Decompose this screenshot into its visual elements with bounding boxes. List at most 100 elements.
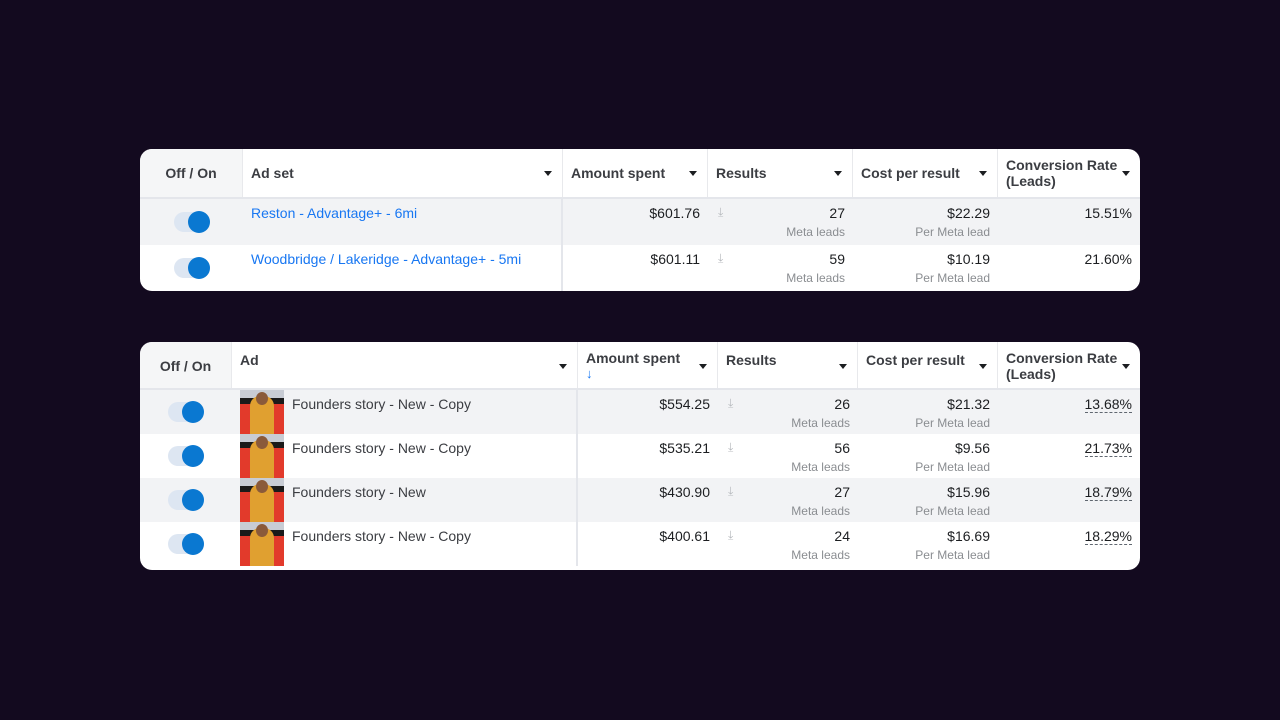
table-row: Founders story - New - Copy $554.25 ⤓ 26 Met…	[140, 390, 1140, 434]
cost-value: $10.19	[947, 251, 990, 267]
ad-thumbnail-image[interactable]	[240, 390, 284, 434]
column-header-cost[interactable]: Cost per result	[858, 342, 998, 388]
cost-value: $22.29	[947, 205, 990, 221]
toggle-cell	[140, 522, 232, 566]
cost-per-result-cell: $22.29 Per Meta lead	[853, 199, 998, 245]
ads-table: Off / On Ad Amount spent ↓ Results Cost per r…	[140, 342, 1140, 570]
ad-thumbnail-image[interactable]	[240, 522, 284, 566]
ad-thumbnail-image[interactable]	[240, 478, 284, 522]
column-dropdown-icon[interactable]	[699, 364, 707, 369]
cost-per-result-cell: $16.69 Per Meta lead	[858, 522, 998, 566]
table-body: Reston - Advantage+ - 6mi $601.76 ⤓ 27 Meta …	[140, 199, 1140, 291]
column-dropdown-icon[interactable]	[689, 171, 697, 176]
column-header-results[interactable]: Results	[708, 149, 853, 197]
column-dropdown-icon[interactable]	[839, 364, 847, 369]
thumbnail-head	[256, 392, 268, 405]
thumbnail-head	[256, 436, 268, 449]
adset-name-link[interactable]: Reston - Advantage+ - 6mi	[251, 205, 418, 221]
toggle-cell	[140, 434, 232, 478]
conversion-rate[interactable]: 21.73%	[1084, 440, 1132, 457]
column-dropdown-icon[interactable]	[979, 171, 987, 176]
toggle-knob	[187, 257, 210, 279]
column-header-conv[interactable]: Conversion Rate (Leads)	[998, 149, 1140, 197]
column-header-label: Off / On	[159, 358, 212, 374]
cost-per-result-cell: $9.56 Per Meta lead	[858, 434, 998, 478]
column-header-label: Ad	[240, 352, 259, 368]
ad-thumbnail-image[interactable]	[240, 434, 284, 478]
column-header-label: Cost per result	[866, 352, 965, 368]
results-cell: ⤓ 27 Meta leads	[718, 478, 858, 522]
column-dropdown-icon[interactable]	[1122, 364, 1130, 369]
results-value: 59	[829, 251, 845, 267]
results-cell: ⤓ 26 Meta leads	[718, 390, 858, 434]
conversion-rate-cell: 21.73%	[998, 434, 1140, 478]
conversion-rate[interactable]: 18.79%	[1084, 484, 1132, 501]
column-header-results[interactable]: Results	[718, 342, 858, 388]
ad-name[interactable]: Founders story - New - Copy	[292, 528, 471, 544]
table-header: Off / On Ad set Amount spent Results Cost pe…	[140, 149, 1140, 199]
column-dropdown-icon[interactable]	[559, 364, 567, 369]
table-body: Founders story - New - Copy $554.25 ⤓ 26 Met…	[140, 390, 1140, 566]
ad-name[interactable]: Founders story - New	[292, 484, 426, 500]
table-row: Reston - Advantage+ - 6mi $601.76 ⤓ 27 Meta …	[140, 199, 1140, 245]
table-row: Woodbridge / Lakeridge - Advantage+ - 5m…	[140, 245, 1140, 291]
results-label: Meta leads	[791, 416, 850, 430]
column-header-name[interactable]: Ad	[232, 342, 578, 388]
column-header-conv[interactable]: Conversion Rate (Leads)	[998, 342, 1140, 388]
column-header-label: Conversion Rate (Leads)	[1006, 157, 1118, 189]
cost-value: $16.69	[947, 528, 990, 544]
table-header: Off / On Ad Amount spent ↓ Results Cost per r…	[140, 342, 1140, 390]
table-row: Founders story - New $430.90 ⤓ 27 Meta leads…	[140, 478, 1140, 522]
adsets-table: Off / On Ad set Amount spent Results Cost pe…	[140, 149, 1140, 291]
amount-spent-cell: $430.90	[578, 478, 718, 522]
conversion-rate-cell: 15.51%	[998, 199, 1140, 245]
on-off-toggle[interactable]	[173, 211, 210, 233]
results-label: Meta leads	[791, 504, 850, 518]
on-off-toggle[interactable]	[168, 489, 204, 511]
results-label: Meta leads	[791, 548, 850, 562]
amount-spent: $400.61	[659, 528, 710, 544]
toggle-knob	[182, 445, 204, 467]
ad-name[interactable]: Founders story - New - Copy	[292, 396, 471, 412]
column-dropdown-icon[interactable]	[834, 171, 842, 176]
column-header-name[interactable]: Ad set	[243, 149, 563, 197]
amount-spent-cell: $400.61	[578, 522, 718, 566]
column-dropdown-icon[interactable]	[1122, 171, 1130, 176]
amount-spent: $430.90	[659, 484, 710, 500]
cost-value: $21.32	[947, 396, 990, 412]
download-icon: ⤓	[728, 396, 734, 410]
on-off-toggle[interactable]	[168, 401, 204, 423]
name-cell: Reston - Advantage+ - 6mi	[243, 199, 563, 245]
ad-name[interactable]: Founders story - New - Copy	[292, 440, 471, 456]
column-header-label: Amount spent	[586, 350, 681, 366]
results-value: 27	[829, 205, 845, 221]
on-off-toggle[interactable]	[168, 445, 204, 467]
table-row: Founders story - New - Copy $535.21 ⤓ 56 Met…	[140, 434, 1140, 478]
column-header-amount[interactable]: Amount spent ↓	[578, 342, 718, 388]
sort-descending-icon[interactable]: ↓	[586, 366, 593, 381]
results-cell: ⤓ 24 Meta leads	[718, 522, 858, 566]
column-header-label: Cost per result	[861, 165, 960, 181]
cost-label: Per Meta lead	[915, 460, 990, 474]
cost-value: $9.56	[954, 440, 990, 456]
results-value: 24	[834, 528, 850, 544]
on-off-toggle[interactable]	[173, 257, 210, 279]
conversion-rate[interactable]: 13.68%	[1084, 396, 1132, 413]
toggle-knob	[182, 401, 204, 423]
amount-spent-cell: $601.76	[563, 199, 708, 245]
download-icon: ⤓	[728, 484, 734, 498]
results-cell: ⤓ 56 Meta leads	[718, 434, 858, 478]
download-icon: ⤓	[728, 528, 734, 542]
results-label: Meta leads	[786, 271, 845, 285]
name-cell: Founders story - New - Copy	[232, 434, 578, 478]
on-off-toggle[interactable]	[168, 533, 204, 555]
adset-name-link[interactable]: Woodbridge / Lakeridge - Advantage+ - 5m…	[251, 251, 522, 267]
column-header-amount[interactable]: Amount spent	[563, 149, 708, 197]
conversion-rate[interactable]: 18.29%	[1084, 528, 1132, 545]
table-row: Founders story - New - Copy $400.61 ⤓ 24 Met…	[140, 522, 1140, 566]
column-header-cost[interactable]: Cost per result	[853, 149, 998, 197]
name-cell: Founders story - New - Copy	[232, 390, 578, 434]
results-cell: ⤓ 27 Meta leads	[708, 199, 853, 245]
column-dropdown-icon[interactable]	[979, 364, 987, 369]
column-dropdown-icon[interactable]	[544, 171, 552, 176]
